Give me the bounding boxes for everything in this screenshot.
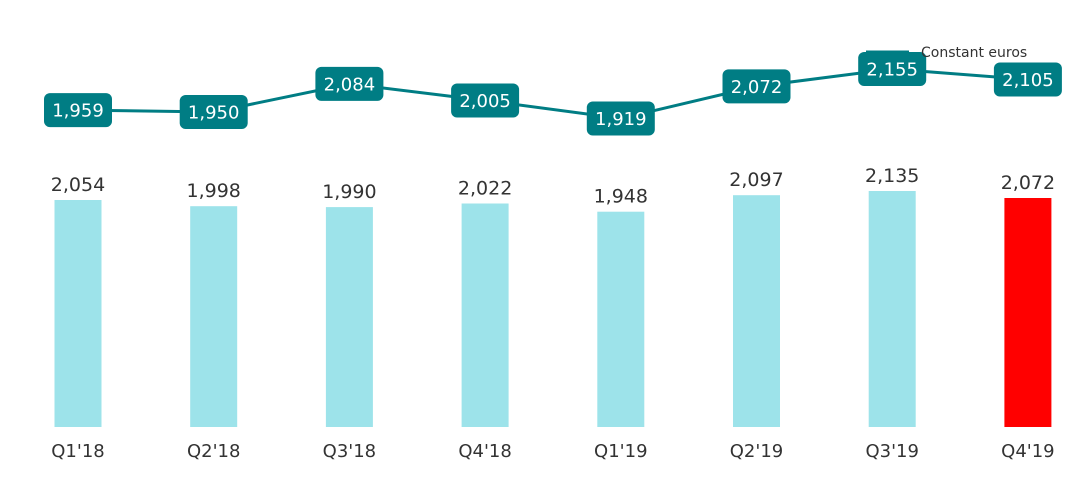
line-point-3: 2,084 <box>315 66 384 101</box>
legend-label: Constant euros <box>921 45 1027 61</box>
bar-value-label: 2,097 <box>729 169 783 191</box>
bar-value-label: 2,054 <box>51 174 105 196</box>
line-label-box <box>993 62 1062 97</box>
line-value-label: 1,919 <box>595 109 647 130</box>
line-value-label: 2,105 <box>1002 70 1054 91</box>
legend: Constant euros <box>866 45 1027 61</box>
line-value-label: 1,959 <box>52 101 104 122</box>
line-value-label: 2,005 <box>459 91 511 112</box>
bar-value-label: 2,072 <box>1001 172 1055 194</box>
bars <box>54 191 1052 427</box>
line-label-box <box>586 101 655 136</box>
bar-4 <box>461 203 509 427</box>
line-point-8: 2,105 <box>993 62 1062 97</box>
line-value-label: 2,155 <box>866 60 918 81</box>
bar-8 <box>1004 198 1052 427</box>
category-label: Q4'19 <box>1001 441 1054 462</box>
line-label-box <box>179 95 248 129</box>
line-point-5: 1,919 <box>586 101 655 136</box>
line-point-2: 1,950 <box>179 95 248 129</box>
line-point-4: 2,005 <box>451 83 520 118</box>
bar-value-label: 1,990 <box>322 181 376 203</box>
category-label: Q1'19 <box>594 441 647 462</box>
category-label: Q4'18 <box>458 441 511 462</box>
bar-value-labels: 2,054 1,998 1,990 2,022 1,948 2,097 2,135 2,072 <box>51 165 1055 208</box>
category-label: Q3'18 <box>323 441 376 462</box>
bar-value-label: 1,998 <box>186 180 240 202</box>
line-label-box <box>858 52 927 86</box>
bar-2 <box>190 206 238 427</box>
category-labels: Q1'18 Q2'18 Q3'18 Q4'18 Q1'19 Q2'19 Q3'19 Q4'19 <box>51 441 1054 462</box>
line-value-label: 1,950 <box>188 103 240 124</box>
line-label-box <box>44 93 112 128</box>
bar-5 <box>597 211 645 427</box>
line-point-1: 1,959 <box>44 93 112 128</box>
line-point-6: 2,072 <box>722 69 791 104</box>
bar-value-label: 1,948 <box>594 186 648 208</box>
line-label-box <box>451 83 520 118</box>
line-value-label: 2,072 <box>731 77 783 98</box>
bar-value-label: 2,022 <box>458 178 512 200</box>
category-label: Q3'19 <box>865 441 918 462</box>
bar-1 <box>54 200 102 427</box>
category-label: Q1'18 <box>51 441 104 462</box>
line-label-box <box>722 69 791 104</box>
category-label: Q2'19 <box>730 441 783 462</box>
bar-value-label: 2,135 <box>865 165 919 187</box>
bar-3 <box>325 207 373 427</box>
line-value-label: 2,084 <box>324 74 376 95</box>
line-point-7: 2,155 <box>858 52 927 86</box>
constant-euros-series: 1,959 1,950 2,084 2,005 1,919 2,072 2,155 2,105 <box>44 52 1062 136</box>
category-label: Q2'18 <box>187 441 240 462</box>
line-label-box <box>315 66 384 101</box>
bar-7 <box>868 191 916 427</box>
bar-6 <box>733 195 780 427</box>
